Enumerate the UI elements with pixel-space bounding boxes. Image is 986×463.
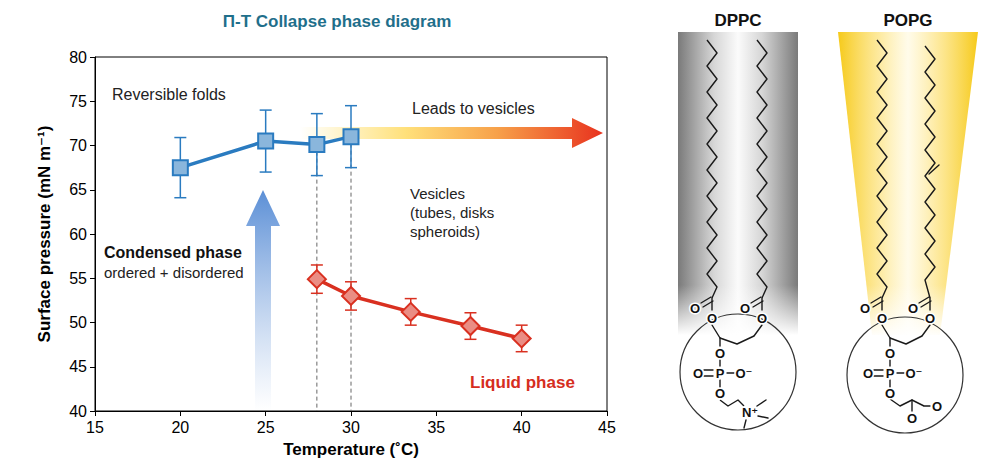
svg-text:P: P [716, 366, 725, 381]
svg-text:O: O [907, 411, 917, 426]
svg-text:O: O [740, 301, 750, 316]
svg-text:45: 45 [598, 419, 616, 436]
svg-text:20: 20 [171, 419, 189, 436]
svg-text:O: O [715, 346, 725, 361]
svg-text:O: O [860, 301, 870, 316]
svg-text:O: O [877, 311, 887, 326]
svg-text:30: 30 [342, 419, 360, 436]
svg-text:Π-T Collapse phase diagram: Π-T Collapse phase diagram [223, 12, 452, 31]
svg-text:O⁻: O⁻ [906, 366, 923, 381]
svg-text:45: 45 [69, 358, 87, 375]
svg-text:Liquid phase: Liquid phase [470, 373, 575, 392]
svg-text:40: 40 [69, 403, 87, 420]
svg-text:O: O [885, 386, 895, 401]
svg-text:O: O [885, 346, 895, 361]
svg-text:Surface pressure (mN m⁻¹): Surface pressure (mN m⁻¹) [35, 126, 54, 343]
svg-text:(tubes, disks: (tubes, disks [410, 204, 494, 221]
svg-text:Reversible folds: Reversible folds [112, 86, 226, 103]
svg-text:Leads to vesicles: Leads to vesicles [412, 100, 535, 117]
svg-text:40: 40 [513, 419, 531, 436]
svg-text:O: O [863, 366, 873, 381]
svg-text:O: O [693, 366, 703, 381]
svg-text:O: O [757, 311, 767, 326]
svg-text:O: O [908, 301, 918, 316]
svg-text:55: 55 [69, 270, 87, 287]
svg-text:O: O [925, 311, 935, 326]
svg-text:DPPC: DPPC [714, 11, 761, 30]
svg-text:N⁺: N⁺ [742, 405, 758, 420]
svg-text:P: P [886, 366, 895, 381]
svg-text:O: O [715, 386, 725, 401]
svg-text:70: 70 [69, 137, 87, 154]
svg-text:POPG: POPG [883, 11, 932, 30]
svg-text:O: O [932, 399, 942, 414]
svg-text:50: 50 [69, 314, 87, 331]
svg-text:O: O [707, 311, 717, 326]
svg-text:80: 80 [69, 49, 87, 66]
svg-text:60: 60 [69, 226, 87, 243]
svg-text:65: 65 [69, 181, 87, 198]
svg-text:Vesicles: Vesicles [410, 185, 465, 202]
svg-text:O⁻: O⁻ [736, 366, 753, 381]
svg-text:35: 35 [427, 419, 445, 436]
svg-text:O: O [690, 301, 700, 316]
svg-text:spheroids): spheroids) [410, 223, 480, 240]
svg-text:ordered + disordered: ordered + disordered [104, 264, 244, 281]
svg-text:Condensed phase: Condensed phase [104, 244, 242, 261]
svg-text:15: 15 [86, 419, 104, 436]
svg-text:75: 75 [69, 93, 87, 110]
svg-text:Temperature (˚C): Temperature (˚C) [283, 440, 419, 459]
svg-text:25: 25 [257, 419, 275, 436]
